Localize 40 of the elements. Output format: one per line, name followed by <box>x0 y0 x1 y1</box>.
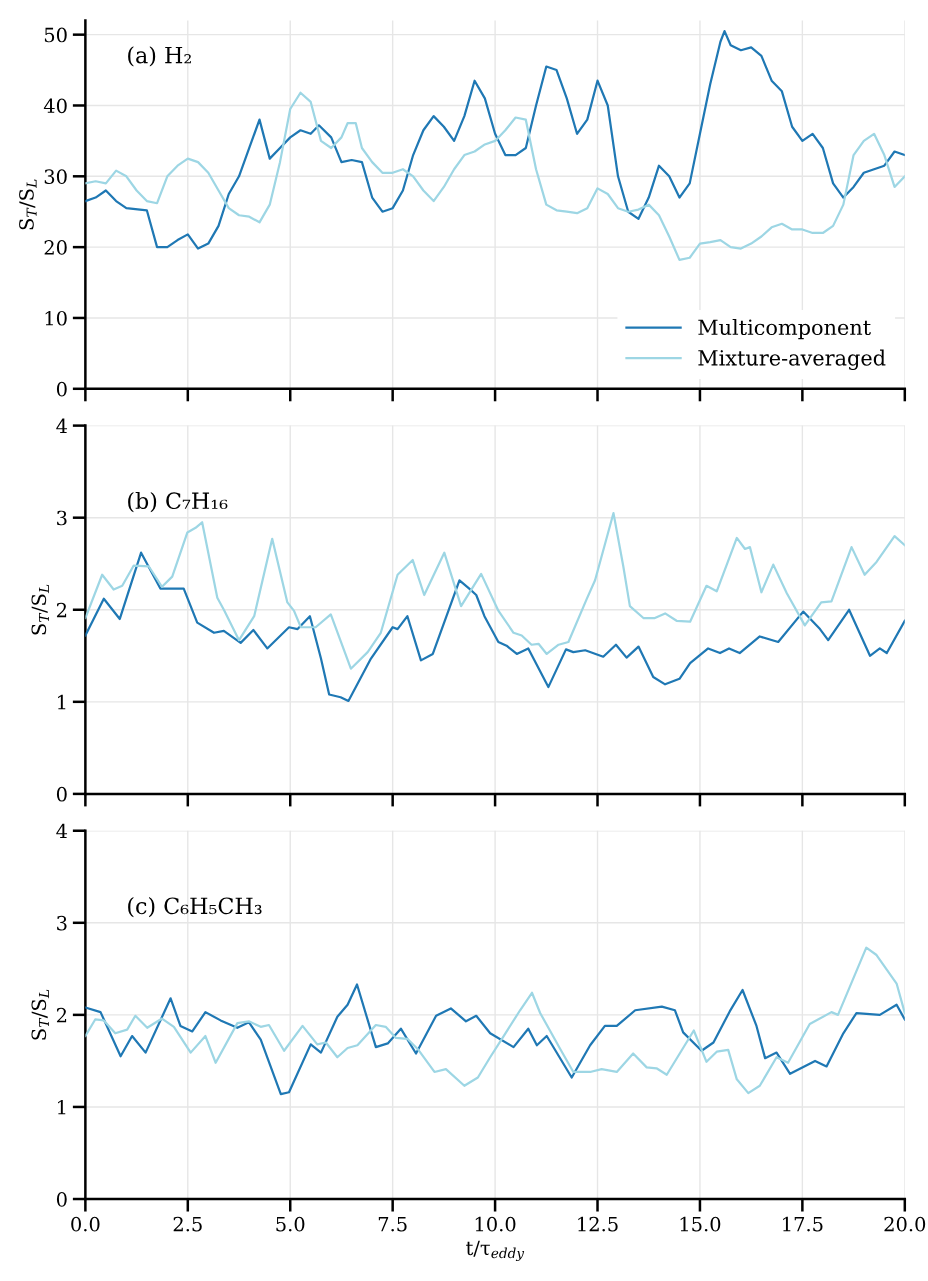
y-tick-label: 40 <box>43 98 67 114</box>
y-tick-label: 30 <box>44 169 67 184</box>
x-tick-label: 5.0 <box>276 1216 305 1232</box>
y-tick-label: 3 <box>57 510 67 526</box>
line-series <box>85 511 905 670</box>
y-axis-title: S$_{T}$/S$_{L}$ <box>19 179 37 230</box>
y-tick-label: 1 <box>58 694 66 710</box>
y-tick-label: 1 <box>58 1099 66 1115</box>
line-series <box>85 551 905 703</box>
y-tick-label: 0 <box>56 381 67 397</box>
y-tick-label: 2 <box>56 602 67 618</box>
line-series <box>85 946 905 1095</box>
x-tick-label: 7.5 <box>378 1216 407 1232</box>
x-tick-label: 10.0 <box>475 1216 516 1232</box>
x-tick-label: 12.5 <box>578 1216 618 1232</box>
line-series <box>85 91 905 261</box>
x-tick-label: 2.5 <box>173 1216 202 1232</box>
y-tick-label: 2 <box>56 1007 67 1023</box>
x-tick-label: 0.0 <box>71 1216 100 1232</box>
legend-label: Mixture-averaged <box>698 349 886 371</box>
y-tick-label: 20 <box>44 240 67 255</box>
annotation: (a) H₂ <box>128 46 191 67</box>
line-series <box>85 30 905 250</box>
y-tick-label: 3 <box>57 915 67 931</box>
x-tick-label: 17.5 <box>783 1216 823 1232</box>
y-tick-label: 10 <box>45 310 67 326</box>
x-tick-label: 15.0 <box>680 1216 721 1232</box>
line-series <box>85 983 905 1096</box>
x-tick-label: 20.0 <box>884 1216 926 1232</box>
y-tick-label: 50 <box>44 27 67 43</box>
legend-label: Multicomponent <box>698 319 871 340</box>
annotation: (c) C₆H₅CH₃ <box>128 897 262 918</box>
y-tick-label: 4 <box>56 418 68 433</box>
y-tick-label: 0 <box>56 786 67 802</box>
y-axis-title: S$_{T}$/S$_{L}$ <box>31 989 49 1040</box>
annotation: (b) C₇H₁₆ <box>128 491 228 513</box>
y-tick-label: 0 <box>56 1191 67 1207</box>
y-tick-label: 4 <box>56 823 68 839</box>
x-axis-title: t/τ$_{eddy}$ <box>466 1240 525 1261</box>
y-axis-title: S$_{T}$/S$_{L}$ <box>31 584 49 635</box>
